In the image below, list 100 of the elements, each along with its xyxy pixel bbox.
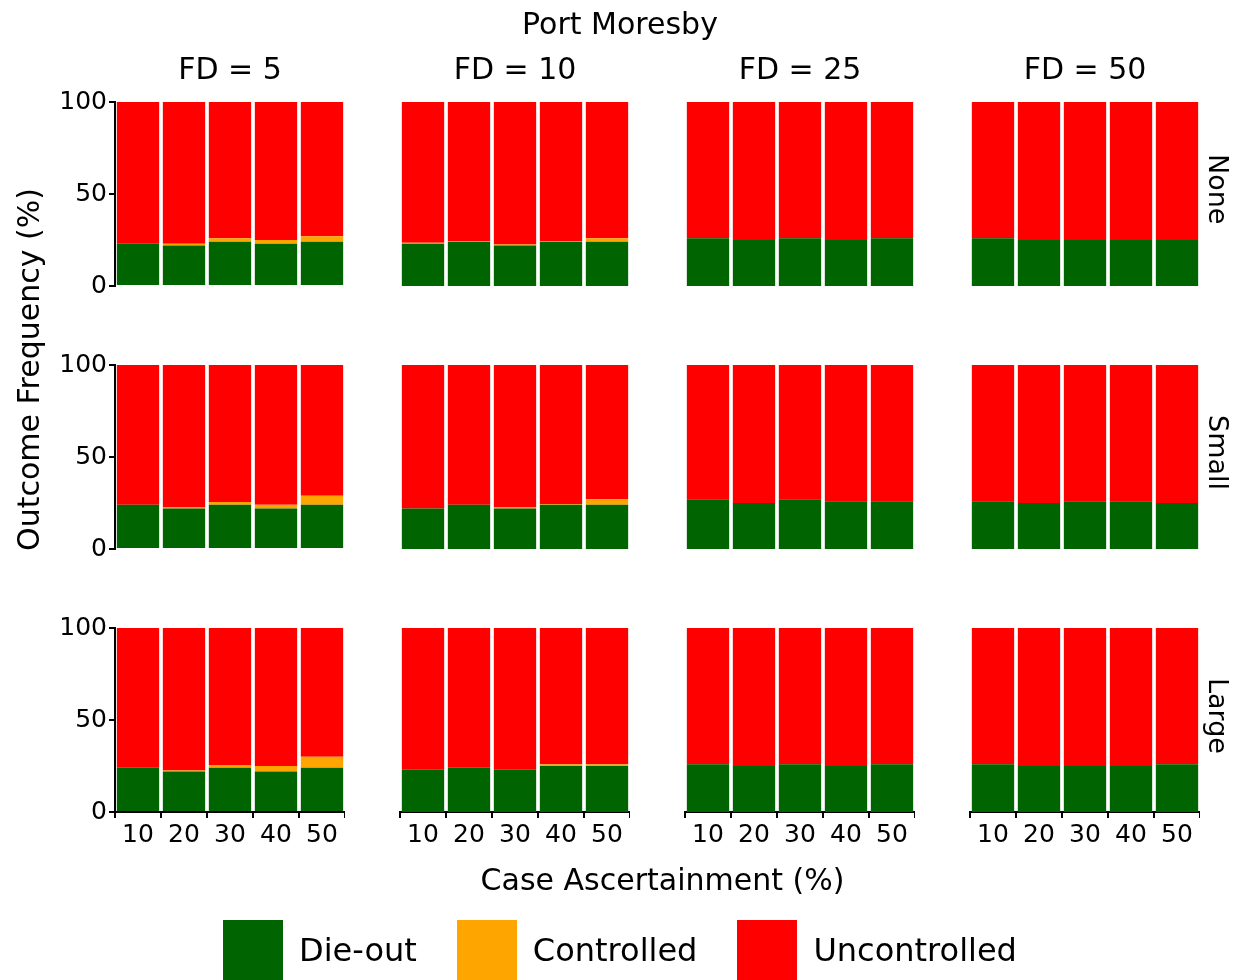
bar	[162, 628, 206, 771]
y-tick-label: 0	[91, 795, 107, 825]
bar	[401, 365, 445, 509]
chart-title: FD = 10	[452, 51, 578, 86]
y-tick-label: 0	[91, 269, 107, 299]
x-tick-label: 10	[692, 818, 724, 848]
bar	[539, 241, 583, 286]
bar	[585, 238, 629, 242]
chart-title: FD = 50	[1022, 51, 1148, 86]
legend-label: Controlled	[532, 931, 698, 969]
bar	[208, 765, 252, 768]
bar	[300, 241, 344, 285]
x-tick-label: 30	[214, 818, 246, 848]
y-tick-label: 100	[59, 85, 107, 115]
chart-title: FD = 5	[177, 51, 283, 86]
bar	[870, 365, 914, 502]
y2-axis-title: Small	[1201, 414, 1235, 492]
bar	[116, 767, 160, 811]
x-tick-label: 30	[784, 818, 816, 848]
bar	[208, 365, 252, 503]
bar	[401, 769, 445, 812]
bar	[539, 628, 583, 765]
legend-label: Uncontrolled	[813, 931, 1017, 969]
bar	[493, 508, 537, 549]
x-tick-label: 40	[1115, 818, 1147, 848]
bar	[447, 102, 491, 241]
bar	[493, 102, 537, 245]
bar	[254, 243, 298, 285]
bar	[254, 628, 298, 766]
chart-title: FD = 25	[737, 51, 863, 86]
bar	[162, 245, 206, 285]
text: Outcome Frequency (%)	[10, 187, 46, 553]
x-tick-label: 40	[830, 818, 862, 848]
bar	[493, 769, 537, 812]
bar	[585, 241, 629, 286]
bar	[254, 766, 298, 772]
bar	[778, 365, 822, 500]
bar	[585, 365, 629, 500]
bar	[447, 767, 491, 812]
bar	[686, 499, 730, 549]
y2-axis-title: None	[1201, 153, 1235, 227]
bar	[401, 243, 445, 286]
x-tick-label: 10	[407, 818, 439, 848]
x-tick-label: 10	[122, 818, 154, 848]
bar	[162, 508, 206, 548]
bar	[539, 365, 583, 504]
x-tick-label: 20	[738, 818, 770, 848]
bar	[401, 508, 445, 549]
bar	[208, 502, 252, 505]
bar	[162, 771, 206, 811]
bar	[585, 102, 629, 239]
bar	[585, 628, 629, 765]
bar	[300, 504, 344, 548]
bar	[254, 102, 298, 240]
legend-label: Die-out	[299, 931, 417, 969]
bar	[116, 243, 160, 285]
x-tick-label: 40	[260, 818, 292, 848]
bar	[870, 501, 914, 549]
bar	[300, 102, 344, 237]
bar	[493, 365, 537, 508]
text: Case Ascertainment (%)	[479, 862, 846, 897]
bar	[778, 499, 822, 549]
bar	[732, 503, 776, 549]
y2-axis-title: Large	[1201, 676, 1235, 756]
bar	[300, 628, 344, 757]
text: Port Moresby	[521, 6, 719, 41]
y-tick-label: 50	[75, 177, 107, 207]
bar	[585, 499, 629, 505]
bar	[254, 240, 298, 244]
bar	[539, 102, 583, 241]
bar	[254, 504, 298, 509]
bar	[300, 756, 344, 768]
bar	[208, 102, 252, 239]
bar	[208, 238, 252, 242]
x-tick-label: 30	[1069, 818, 1101, 848]
x-tick-label: 30	[499, 818, 531, 848]
bar	[254, 771, 298, 811]
bar	[300, 365, 344, 496]
bar	[824, 501, 868, 549]
x-tick-label: 50	[591, 818, 623, 848]
bar	[208, 241, 252, 285]
x-tick-label: 10	[977, 818, 1009, 848]
bar	[447, 365, 491, 505]
bar	[208, 628, 252, 766]
bar	[401, 628, 445, 770]
bar	[254, 508, 298, 548]
x-tick-label: 20	[453, 818, 485, 848]
bar	[208, 504, 252, 548]
bar	[300, 495, 344, 505]
bar	[539, 766, 583, 812]
y-tick-label: 0	[91, 532, 107, 562]
bar	[493, 628, 537, 770]
y-tick-label: 50	[75, 440, 107, 470]
bar	[539, 504, 583, 549]
bar	[300, 767, 344, 811]
x-tick-label: 20	[1023, 818, 1055, 848]
bar	[401, 102, 445, 243]
bar	[447, 241, 491, 286]
bar	[208, 767, 252, 811]
x-tick-label: 50	[306, 818, 338, 848]
